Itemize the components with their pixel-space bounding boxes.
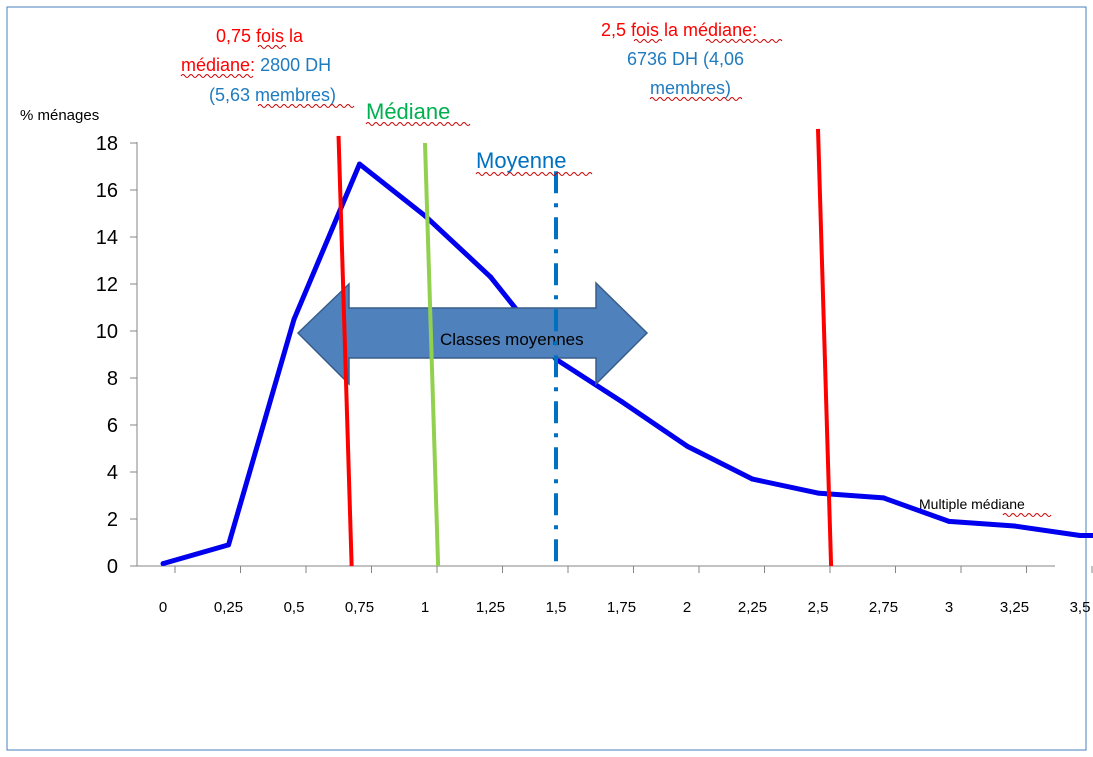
- data-point: [1012, 523, 1017, 529]
- reference-line: [816, 128, 834, 567]
- spellcheck-squiggle: [475, 172, 593, 176]
- middle-class-arrow: [296, 281, 649, 386]
- data-point: [226, 542, 231, 548]
- y-axis-label: % ménages: [20, 107, 99, 124]
- y-tick-label: 14: [96, 227, 118, 249]
- x-tick-label: 1,75: [607, 599, 636, 616]
- y-tick-label: 2: [107, 509, 118, 531]
- x-tick-label: 3: [945, 599, 953, 616]
- x-tick-label: 0: [159, 599, 167, 616]
- data-point: [684, 443, 690, 449]
- x-tick-label: 0,25: [214, 599, 243, 616]
- data-point: [815, 490, 821, 496]
- y-tick-label: 0: [107, 556, 118, 578]
- low-threshold-line2: médiane: 2800 DH: [181, 55, 331, 75]
- y-tick-marks: [130, 142, 137, 567]
- x-tick-marks: [174, 566, 1093, 573]
- high-threshold-line1: 2,5 fois la médiane:: [601, 20, 757, 40]
- y-tick-labels: 0 2 4 6 8 10 12 14 16 18: [96, 133, 118, 578]
- data-point: [357, 161, 362, 167]
- high-threshold-line2: 6736 DH (4,06: [627, 49, 744, 69]
- spellcheck-squiggle: [365, 122, 471, 126]
- x-tick-label: 2: [683, 599, 691, 616]
- data-point: [881, 495, 886, 501]
- high-threshold-line3: membres): [650, 78, 731, 98]
- spellcheck-squiggle: [257, 104, 355, 108]
- x-tick-label: 0,75: [345, 599, 374, 616]
- reference-line: [336, 135, 354, 567]
- low-threshold-line1: 0,75 fois la: [216, 26, 304, 46]
- data-point: [488, 274, 493, 280]
- x-tick-label: 2,25: [738, 599, 767, 616]
- x-tick-label: 3,5: [1070, 599, 1091, 616]
- spellcheck-squiggle: [705, 39, 783, 43]
- x-axis-label: Multiple médiane: [919, 496, 1025, 512]
- low-threshold-colon: :: [250, 55, 260, 75]
- x-tick-labels: 0 0,25 0,5 0,75 1 1,25 1,5 1,75 2 2,25 2,5 2,75 3 3,2…: [159, 599, 1091, 616]
- low-threshold-median-word: médiane: [181, 55, 250, 75]
- spellcheck-squiggle: [633, 39, 663, 43]
- band-label: Classes moyennes: [440, 330, 584, 349]
- x-tick-label: 1,25: [476, 599, 505, 616]
- x-tick-label: 2,75: [869, 599, 898, 616]
- y-tick-label: 18: [96, 133, 118, 155]
- y-tick-label: 12: [96, 274, 118, 296]
- data-point: [619, 399, 624, 404]
- y-tick-label: 4: [107, 462, 118, 484]
- y-tick-label: 8: [107, 368, 118, 390]
- reference-line: [423, 142, 441, 567]
- spellcheck-squiggle: [649, 97, 743, 101]
- x-tick-label: 2,5: [808, 599, 829, 616]
- data-point: [946, 518, 952, 524]
- y-tick-label: 10: [96, 321, 118, 343]
- spellcheck-squiggle: [1002, 513, 1052, 517]
- low-threshold-line3: (5,63 membres): [209, 85, 336, 105]
- y-tick-label: 6: [107, 415, 118, 437]
- spellcheck-squiggle: [180, 74, 254, 78]
- data-point: [1077, 532, 1083, 538]
- spellcheck-squiggle: [257, 45, 287, 49]
- x-tick-label: 0,5: [284, 599, 305, 616]
- mean-label: Moyenne: [476, 148, 567, 173]
- x-tick-label: 3,25: [1000, 599, 1029, 616]
- x-tick-label: 1: [421, 599, 429, 616]
- x-tick-label: 1,5: [546, 599, 567, 616]
- low-threshold-amount: 2800 DH: [260, 55, 331, 75]
- y-tick-label: 16: [96, 180, 118, 202]
- data-point: [291, 316, 297, 322]
- data-point: [160, 561, 166, 567]
- median-label: Médiane: [366, 99, 450, 124]
- reference-lines: [336, 128, 834, 567]
- data-point: [750, 476, 755, 482]
- chart-frame: [6, 6, 1087, 751]
